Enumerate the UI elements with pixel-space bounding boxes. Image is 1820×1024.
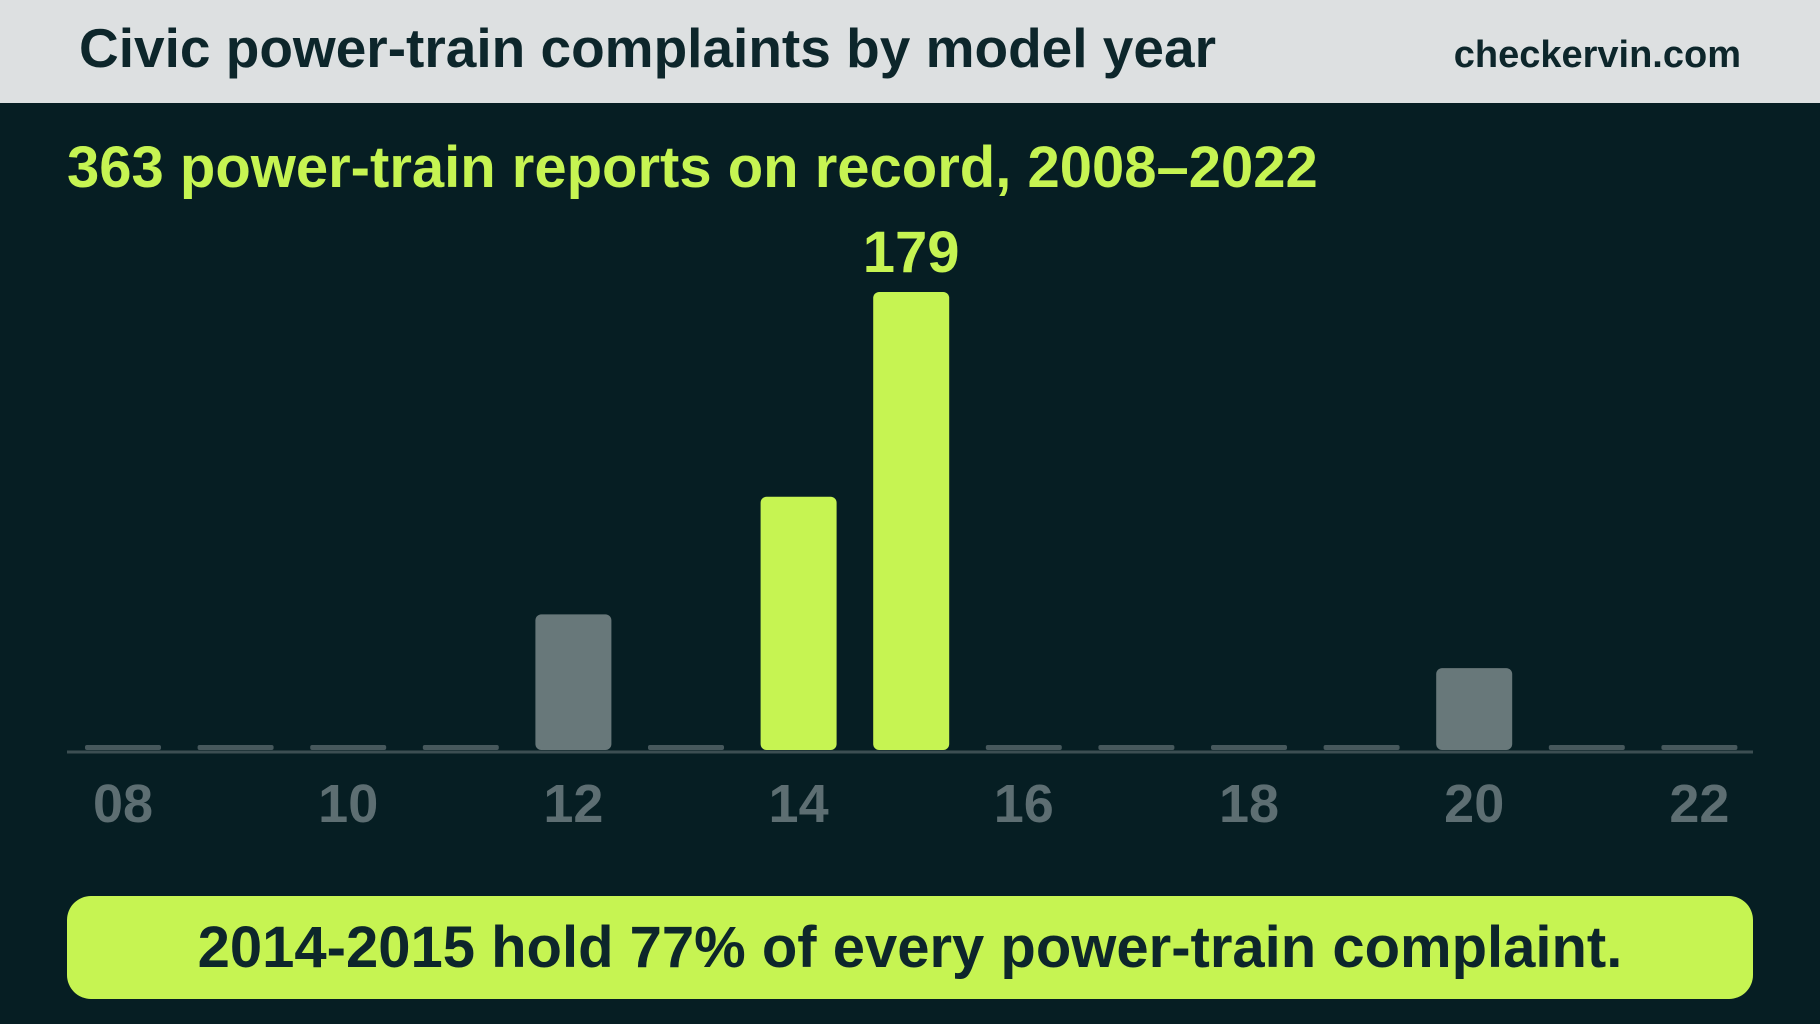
tick-label-16: 16 [994,774,1054,834]
data-labels: 179 [863,220,960,285]
bar-15 [873,292,950,750]
bar-19 [1323,745,1400,750]
bar-14 [760,496,837,750]
bar-17 [1098,745,1175,750]
bar-11 [422,745,499,750]
callout-text: 2014-2015 hold 77% of every power-train … [197,915,1623,980]
header-bar: Civic power-train complaints by model ye… [0,0,1820,103]
bar-08 [85,745,161,750]
bar-13 [648,745,724,750]
page-title: Civic power-train complaints by model ye… [79,17,1216,79]
site-name: checkervin.com [1453,34,1741,76]
bar-12 [535,614,612,750]
bar-21 [1548,745,1625,750]
tick-label-14: 14 [769,774,829,834]
bar-18 [1211,745,1287,750]
data-label-15: 179 [863,220,960,285]
tick-label-18: 18 [1219,774,1279,834]
chart-subtitle: 363 power-train reports on record, 2008–… [67,135,1318,200]
tick-label-20: 20 [1444,774,1504,834]
bar-20 [1436,668,1513,750]
bar-10 [310,745,387,750]
bar-09 [197,745,274,750]
callout-banner: 2014-2015 hold 77% of every power-train … [67,896,1753,999]
tick-label-12: 12 [543,774,603,834]
tick-label-10: 10 [318,774,378,834]
bar-22 [1661,745,1738,750]
tick-label-08: 08 [93,774,153,834]
tick-label-22: 22 [1669,774,1729,834]
bars-group [85,292,1738,750]
x-axis-ticks: 08 10 12 14 16 18 20 22 [93,774,1729,834]
bar-16 [985,745,1062,750]
